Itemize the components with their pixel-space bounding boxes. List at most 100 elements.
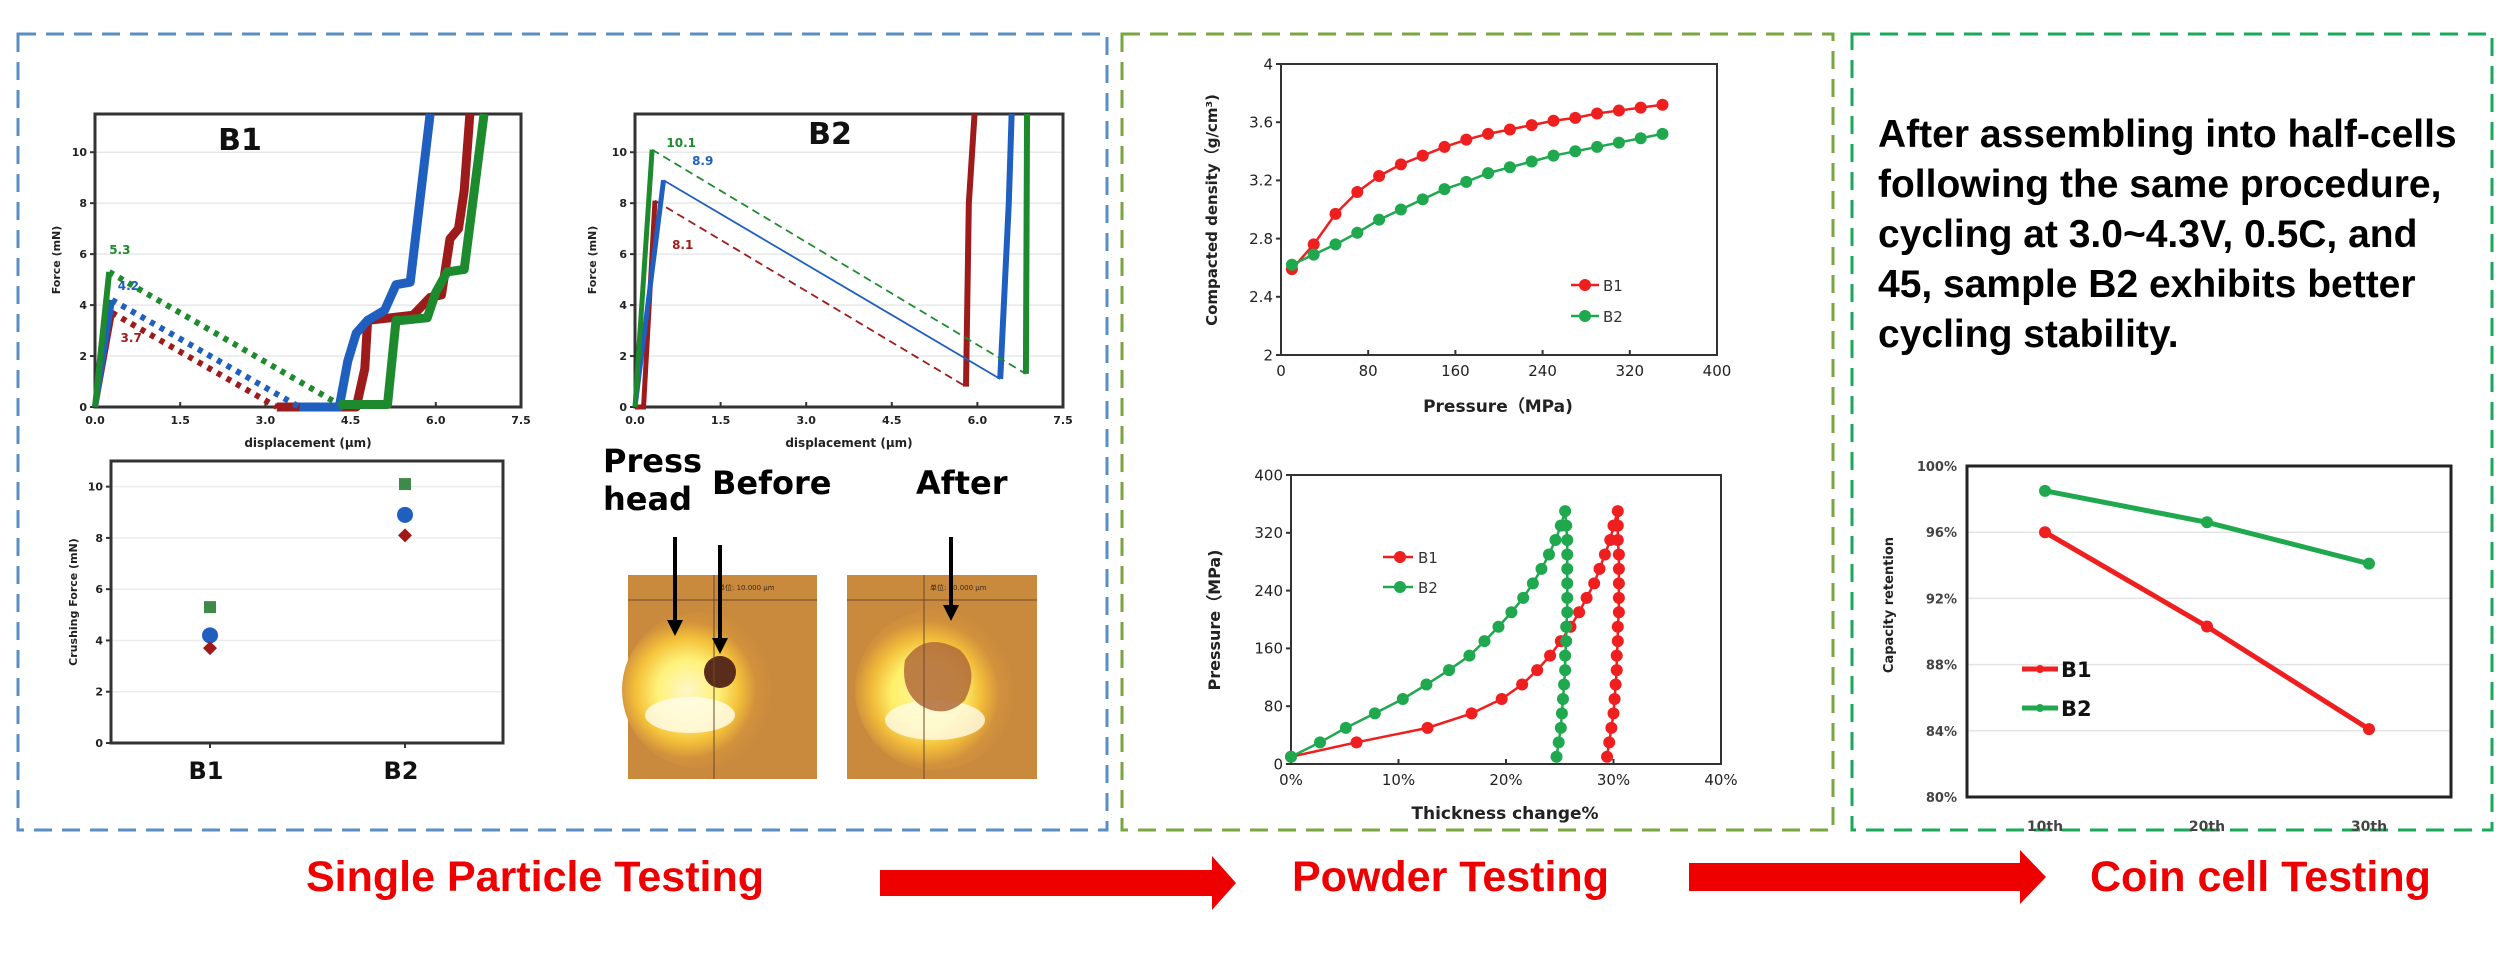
data-point	[1611, 519, 1624, 532]
data-label: 8.9	[692, 154, 713, 168]
data-point	[1373, 213, 1386, 226]
data-point	[1569, 145, 1582, 158]
data-point	[1495, 692, 1508, 705]
data-point	[1608, 692, 1621, 705]
x-tick-label: 0	[1276, 362, 1286, 380]
data-point	[1561, 606, 1574, 619]
y-tick-label: 0	[1273, 755, 1283, 773]
data-point	[1573, 606, 1586, 619]
data-point	[1611, 534, 1624, 547]
data-point	[1482, 167, 1495, 180]
coin-cell-panel	[1850, 32, 2494, 832]
data-point	[1438, 140, 1451, 153]
x-axis-label: displacement (μm)	[244, 436, 371, 450]
data-point	[1416, 149, 1429, 162]
y-tick-label: 2	[79, 350, 87, 363]
y-tick-label: 96%	[1926, 526, 1957, 541]
data-point	[1569, 111, 1582, 124]
series-line-blue	[997, 113, 1015, 380]
data-point	[1516, 678, 1529, 691]
x-axis-label: displacement (μm)	[785, 436, 912, 450]
data-point	[1482, 127, 1495, 140]
data-point	[1634, 101, 1647, 114]
x-axis-label: Thickness change%	[1411, 804, 1598, 824]
data-point	[1610, 664, 1623, 677]
data-point	[1612, 577, 1625, 590]
data-label: 10.1	[666, 136, 696, 150]
y-tick-label: 8	[619, 197, 627, 210]
data-point	[1561, 577, 1574, 590]
x-tick-label: 160	[1441, 362, 1470, 380]
data-label: 4.2	[118, 279, 139, 293]
data-point	[1505, 606, 1518, 619]
x-tick-label: 20th	[2189, 819, 2225, 835]
data-point	[1420, 678, 1433, 691]
data-point-square	[204, 601, 216, 614]
y-axis-label: Pressure（MPa)	[1205, 550, 1224, 691]
data-point	[1416, 193, 1429, 206]
x-tick-label: 6.0	[426, 414, 446, 427]
after-scale-label: 单位: 10.000 μm	[930, 583, 987, 592]
data-point	[1559, 649, 1572, 662]
capacity-retention-chart: 80% 84% 88% 92% 96% 100% 10th 20th 30th B1 B2 Capac…	[1882, 460, 2453, 835]
data-point	[1492, 620, 1505, 633]
y-tick-label: 2.8	[1249, 230, 1273, 248]
series-line-red	[654, 199, 967, 388]
data-point	[1421, 721, 1434, 734]
legend-marker	[2036, 704, 2044, 712]
y-tick-label: 400	[1254, 466, 1283, 484]
plot-frame	[109, 459, 505, 745]
x-tick-label: 7.5	[1053, 414, 1073, 427]
data-point	[1656, 98, 1669, 111]
y-axis-label: Crushing Force (mN)	[67, 538, 80, 666]
y-axis-label: Force (mN)	[50, 226, 63, 295]
data-point	[1460, 133, 1473, 146]
data-point	[1559, 505, 1572, 518]
y-axis-label: Capacity retention	[1882, 537, 1897, 673]
data-point	[1329, 238, 1342, 251]
data-point	[1478, 635, 1491, 648]
data-point	[1285, 750, 1297, 763]
right-arrow-icon	[1689, 850, 2046, 904]
series-line-green	[632, 149, 655, 408]
data-point	[1526, 577, 1539, 590]
y-tick-label: 100%	[1917, 460, 1957, 475]
data-point	[1368, 707, 1381, 720]
data-point	[1463, 649, 1476, 662]
x-tick-label: 3.0	[256, 414, 276, 427]
x-tick-label: 80	[1359, 362, 1378, 380]
y-axis-label: Compacted density（g/cm³)	[1203, 94, 1221, 326]
single-particle-panel	[16, 32, 1109, 832]
crushing-force-chart: 0 2 4 6 8 10 B1 B2 Crushing Force (mN)	[67, 459, 505, 785]
plot-frame	[633, 112, 1065, 409]
data-point	[1443, 664, 1456, 677]
series-line-B1	[1290, 103, 1663, 270]
legend-label: B2	[1418, 579, 1438, 597]
series-line-red	[110, 310, 279, 410]
data-point	[1656, 127, 1669, 140]
plot-frame	[1280, 63, 1718, 356]
data-point	[1559, 664, 1572, 677]
x-tick-label: 3.0	[796, 414, 816, 427]
pressure-thickness-chart: 0 80 160 240 320 400 0% 10% 20% 30% 40% B1 B2 Pressur…	[1205, 466, 1738, 824]
data-point	[1561, 534, 1574, 547]
coin-cell-description: After assembling into half-cells followi…	[1878, 113, 2457, 356]
data-point	[1611, 505, 1624, 518]
data-point	[1561, 591, 1574, 604]
x-tick-label: 0.0	[85, 414, 105, 427]
y-tick-label: 0	[79, 401, 87, 414]
y-tick-label: 2.4	[1249, 288, 1273, 306]
before-arrow	[712, 545, 728, 654]
data-point	[1314, 736, 1327, 749]
y-tick-label: 4	[1263, 55, 1273, 73]
chart-title: B1	[218, 123, 262, 158]
series-line-green	[107, 269, 341, 408]
y-tick-label: 4	[619, 299, 627, 312]
micrograph-after: 单位: 10.000 μm	[847, 575, 1037, 779]
series-line-blue	[110, 297, 301, 410]
data-point	[1373, 170, 1386, 183]
data-point	[1607, 707, 1620, 720]
step-single-particle-testing: Single Particle Testing	[306, 853, 764, 901]
series-line-B2	[1290, 510, 1569, 758]
